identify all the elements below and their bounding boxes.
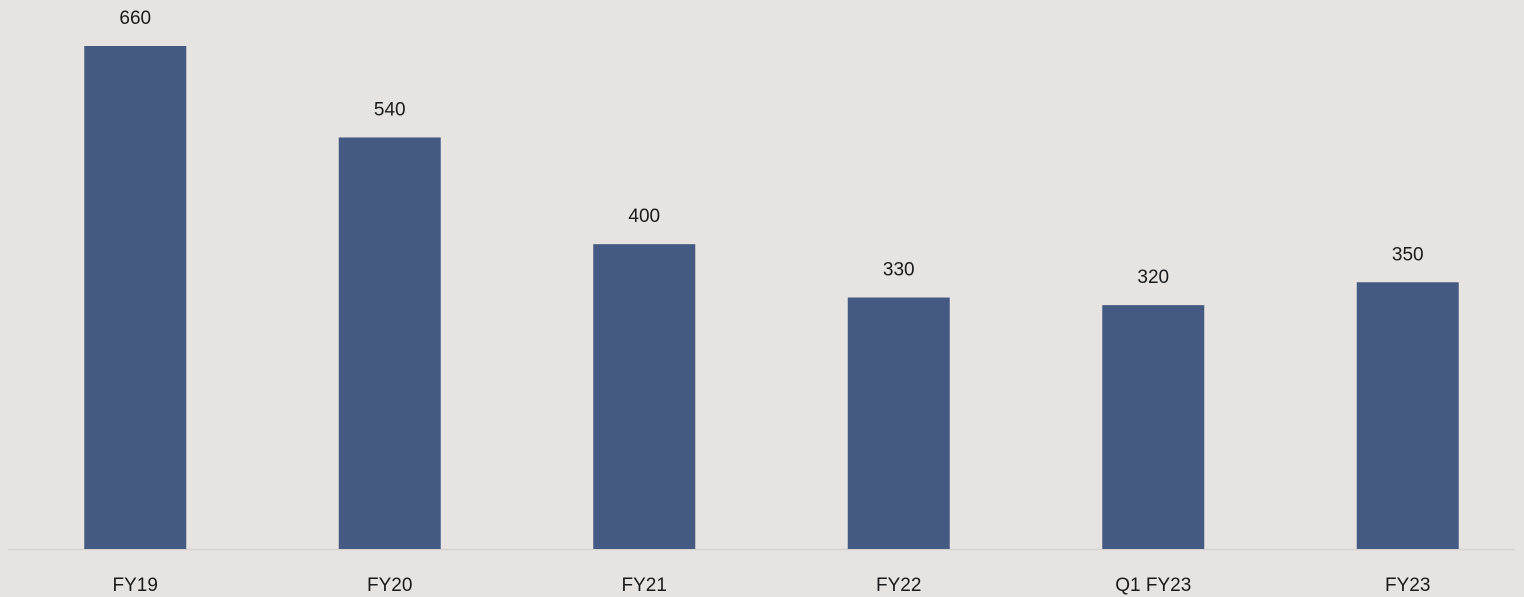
x-tick-label: FY20 bbox=[367, 575, 412, 596]
value-label: 660 bbox=[119, 8, 151, 29]
value-label: 540 bbox=[374, 99, 406, 120]
value-label: 320 bbox=[1137, 267, 1169, 288]
value-label: 350 bbox=[1392, 244, 1424, 265]
bar bbox=[1356, 282, 1459, 549]
x-tick-label: FY22 bbox=[876, 575, 921, 596]
value-label: 330 bbox=[883, 260, 915, 281]
bar bbox=[84, 46, 187, 549]
x-tick-label: FY19 bbox=[113, 575, 158, 596]
bar bbox=[338, 137, 441, 550]
value-label: 400 bbox=[628, 206, 660, 227]
x-tick-label: FY21 bbox=[622, 575, 667, 596]
bar bbox=[847, 297, 950, 549]
x-tick-label: Q1 FY23 bbox=[1115, 575, 1191, 596]
bar bbox=[593, 244, 696, 549]
bar bbox=[1102, 305, 1205, 549]
x-tick-label: FY23 bbox=[1385, 575, 1430, 596]
